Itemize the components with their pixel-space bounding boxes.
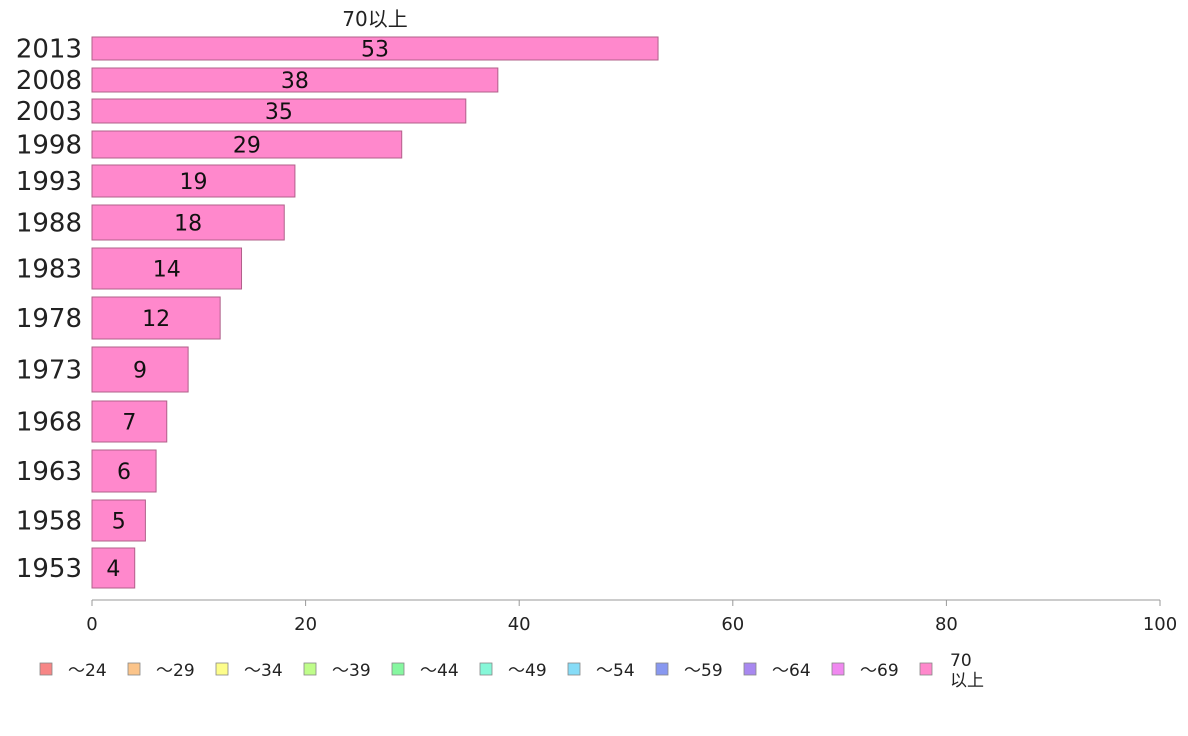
bar-value-label-1953: 4: [106, 557, 120, 582]
year-label-2013: 2013: [16, 35, 82, 65]
bar-1978: [91, 296, 221, 340]
legend: 〜24 〜29 〜34 〜39 〜44 〜49 〜54 〜59 〜64 〜69 70 以上: [39, 651, 984, 691]
bar-1998: [91, 130, 403, 159]
legend-label-3: 〜39: [332, 661, 371, 681]
bar-1983: [91, 247, 243, 290]
legend-swatch-6: [567, 662, 581, 676]
x-tick-label-20: 20: [294, 614, 317, 635]
legend-label-1: 〜29: [156, 661, 195, 681]
bar-value-label-1993: 19: [179, 170, 207, 195]
legend-swatch-7: [655, 662, 669, 676]
legend-label-5: 〜49: [508, 661, 547, 681]
x-tick-label-40: 40: [508, 614, 531, 635]
bar-2013: [91, 36, 659, 61]
legend-label-8: 〜64: [772, 661, 811, 681]
bar-2008: [91, 67, 499, 93]
bar-value-label-1988: 18: [174, 212, 202, 237]
bar-value-label-1973: 9: [133, 359, 147, 384]
x-tick-label-100: 100: [1143, 614, 1177, 635]
legend-swatch-0: [39, 662, 53, 676]
legend-swatch-5: [479, 662, 493, 676]
bar-1973: [91, 346, 189, 393]
legend-label-6: 〜54: [596, 661, 635, 681]
x-axis: 0 20 40 60 80 100: [86, 599, 1177, 635]
legend-label-7: 〜59: [684, 661, 723, 681]
year-label-1998: 1998: [16, 131, 82, 161]
chart-title: 70以上: [342, 7, 407, 31]
legend-label-4: 〜44: [420, 661, 459, 681]
bar-value-label-1963: 6: [117, 460, 131, 485]
year-label-1983: 1983: [16, 255, 82, 285]
legend-swatch-4: [391, 662, 405, 676]
legend-swatch-9: [831, 662, 845, 676]
year-label-1968: 1968: [16, 408, 82, 438]
bar-1993: [91, 164, 296, 198]
bar-value-label-1958: 5: [112, 510, 126, 535]
year-label-1978: 1978: [16, 304, 82, 334]
year-label-1953: 1953: [16, 554, 82, 584]
year-label-1988: 1988: [16, 209, 82, 239]
legend-swatch-2: [215, 662, 229, 676]
bar-1968: [91, 400, 168, 443]
bar-2003: [91, 98, 467, 124]
x-tick-label-0: 0: [86, 614, 97, 635]
year-label-1993: 1993: [16, 167, 82, 197]
legend-swatch-1: [127, 662, 141, 676]
bar-1988: [91, 204, 285, 241]
bar-value-label-1968: 7: [122, 411, 136, 436]
legend-label-10: 70 以上: [950, 651, 984, 691]
legend-swatch-3: [303, 662, 317, 676]
legend-swatch-8: [743, 662, 757, 676]
bar-value-label-1983: 14: [153, 258, 181, 283]
year-label-2003: 2003: [16, 97, 82, 127]
bar-1953: [91, 547, 136, 589]
year-label-1973: 1973: [16, 356, 82, 386]
bar-1958: [91, 499, 146, 542]
bar-value-label-2013: 53: [361, 38, 389, 63]
year-label-1963: 1963: [16, 457, 82, 487]
year-label-1958: 1958: [16, 507, 82, 537]
legend-swatch-10: [919, 662, 933, 676]
legend-label-0: 〜24: [68, 661, 107, 681]
x-tick-label-60: 60: [721, 614, 744, 635]
year-label-2008: 2008: [16, 66, 82, 96]
bar-1963: [91, 449, 157, 493]
legend-label-9: 〜69: [860, 661, 899, 681]
bar-value-label-1978: 12: [142, 307, 170, 332]
legend-label-2: 〜34: [244, 661, 283, 681]
x-tick-label-80: 80: [935, 614, 958, 635]
bar-value-label-1998: 29: [233, 134, 261, 159]
bar-value-label-2008: 38: [281, 69, 309, 94]
bar-value-label-2003: 35: [265, 100, 293, 125]
